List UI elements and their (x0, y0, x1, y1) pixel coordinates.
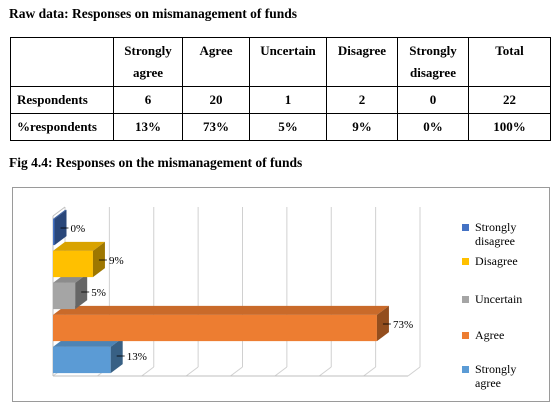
table-cell: Respondents (10, 86, 114, 114)
table-header-cell: Strongly disagree (397, 37, 469, 87)
floor-gridline (230, 366, 243, 377)
bar-top (53, 305, 389, 315)
bar-front (53, 314, 377, 342)
bar-front (53, 282, 76, 310)
data-label: 9% (109, 255, 124, 267)
floor-gridline (274, 366, 288, 377)
floor-gridline (185, 366, 199, 377)
legend-label: Uncertain (475, 292, 523, 306)
table-header-cell: Total (468, 37, 551, 87)
table-cell: 100% (468, 113, 551, 141)
floor-gridline (363, 366, 376, 377)
legend-label: Disagree (475, 254, 518, 268)
data-label: 0% (71, 223, 86, 235)
data-label: 73% (393, 319, 413, 331)
table-row: Respondents 6 20 1 2 0 22 (10, 86, 551, 114)
legend-swatch (462, 224, 469, 231)
table-cell: 22 (468, 86, 551, 114)
table-header-cell: Agree (182, 37, 250, 87)
side-wall-edge (52, 206, 66, 217)
table-cell: %respondents (10, 113, 114, 141)
table-cell: 6 (113, 86, 183, 114)
legend-label: Agree (475, 328, 505, 342)
floor-gridline (141, 366, 155, 377)
bar-top (53, 209, 67, 219)
table-cell: 1 (249, 86, 327, 114)
legend-label: Strongly disagree (475, 220, 517, 248)
table-cell: 9% (326, 113, 398, 141)
bar-chart: 13% 73% 5% 9% 0% (52, 206, 421, 377)
table-header-cell: Disagree (326, 37, 398, 87)
responses-table: Strongly agree Agree Uncertain Disagree … (10, 37, 551, 141)
legend-swatch (462, 366, 469, 373)
legend-swatch (462, 258, 469, 265)
bar-side (376, 305, 389, 342)
bar-front (53, 250, 93, 278)
table-cell: 20 (182, 86, 250, 114)
table-header-cell: Uncertain (249, 37, 327, 87)
bar-front (53, 218, 55, 246)
bar-side (92, 241, 105, 278)
floor-gridline (407, 366, 421, 377)
table-header-cell: Strongly agree (113, 37, 183, 87)
bar-side (54, 209, 67, 246)
table-cell: 0 (397, 86, 469, 114)
raw-data-heading: Raw data: Responses on mismanagement of … (9, 6, 298, 21)
table-row: %respondents 13% 73% 5% 9% 0% 100% (10, 113, 551, 141)
legend-swatch (462, 332, 469, 339)
table-header-cell (10, 37, 114, 87)
bar-side (110, 337, 123, 374)
data-label: 5% (91, 287, 106, 299)
table-cell: 73% (182, 113, 250, 141)
chart-frame: 13% 73% 5% 9% 0% (12, 187, 550, 402)
table-cell: 2 (326, 86, 398, 114)
table-cell: 13% (113, 113, 183, 141)
table-cell: 0% (397, 113, 469, 141)
bar-top (53, 241, 105, 251)
table-cell: 5% (249, 113, 327, 141)
figure-caption: Fig 4.4: Responses on the mismanagement … (9, 155, 303, 170)
legend-swatch (462, 296, 469, 303)
data-label: 13% (127, 351, 147, 363)
bar-side (75, 273, 88, 310)
floor-gridline (318, 366, 332, 377)
bar-front (53, 346, 111, 374)
legend-label: Strongly agree (475, 362, 517, 390)
table-header-row: Strongly agree Agree Uncertain Disagree … (10, 37, 551, 87)
